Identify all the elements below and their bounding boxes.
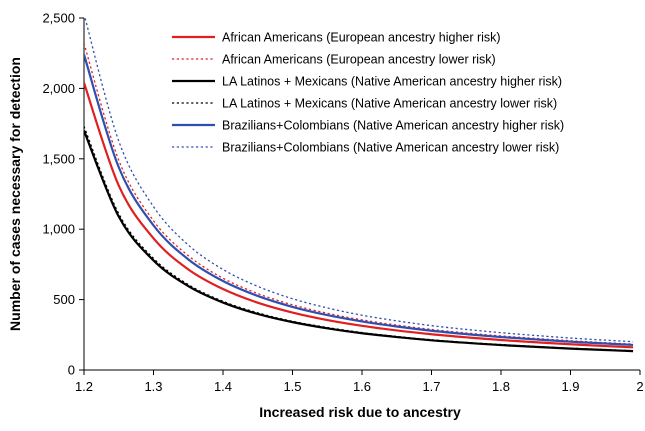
x-tick-label: 1.6 (353, 379, 371, 394)
y-axis-title: Number of cases necessary for detection (7, 57, 23, 331)
y-axis-ticks: 0 500 1,000 1,500 2,000 2,500 (42, 11, 84, 378)
y-tick-label: 0 (68, 363, 75, 378)
legend-label: African Americans (European ancestry low… (222, 53, 496, 67)
series-line-5 (84, 54, 634, 347)
x-tick-label: 2 (636, 379, 643, 394)
x-tick-label: 1.9 (561, 379, 579, 394)
series-layer (84, 18, 634, 353)
x-tick-label: 1.5 (283, 379, 301, 394)
x-tick-label: 1.8 (492, 379, 510, 394)
y-tick-label: 1,000 (42, 222, 75, 237)
x-tick-label: 1.3 (144, 379, 162, 394)
x-tick-label: 1.4 (214, 379, 232, 394)
axes (83, 18, 640, 371)
series-line-1 (84, 82, 634, 349)
legend-label: Brazilians+Colombians (Native American a… (222, 119, 564, 133)
series-line-6 (84, 18, 634, 343)
series-line-4 (84, 126, 634, 352)
x-tick-label: 1.7 (422, 379, 440, 394)
y-tick-label: 2,500 (42, 11, 75, 26)
legend-label: LA Latinos + Mexicans (Native American a… (222, 75, 562, 89)
y-tick-label: 2,000 (42, 81, 75, 96)
y-tick-label: 500 (53, 292, 75, 307)
x-tick-label: 1.2 (75, 379, 93, 394)
y-tick-label: 1,500 (42, 151, 75, 166)
legend-label: LA Latinos + Mexicans (Native American a… (222, 97, 557, 111)
legend-label: African Americans (European ancestry hig… (222, 31, 501, 45)
legend-label: Brazilians+Colombians (Native American a… (222, 141, 559, 155)
x-axis-title: Increased risk due to ancestry (259, 404, 461, 420)
x-axis-ticks: 1.2 1.3 1.4 1.5 1.6 1.7 1.8 1.9 2 (75, 370, 644, 394)
legend: African Americans (European ancestry hig… (172, 31, 564, 155)
